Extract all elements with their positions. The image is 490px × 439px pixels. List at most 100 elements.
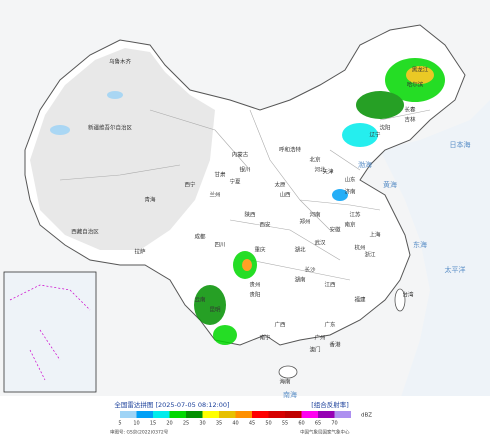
legend-value: 25 <box>183 421 189 427</box>
place-label: 广东 <box>324 321 336 329</box>
place-label: 北京 <box>309 156 321 164</box>
legend-swatch <box>235 411 252 418</box>
legend-value: 30 <box>199 421 205 427</box>
legend-swatch <box>120 411 137 418</box>
echo <box>406 66 434 84</box>
legend-value: 10 <box>133 421 139 427</box>
echo <box>194 285 226 325</box>
place-label: 太平洋 <box>445 265 466 274</box>
terrain-shading <box>30 48 215 250</box>
place-label: 江苏 <box>349 211 361 219</box>
place-label: 吉林 <box>404 116 416 124</box>
place-label: 台湾 <box>402 291 414 299</box>
legend-unit: dBZ <box>361 413 372 419</box>
legend-value: 20 <box>166 421 172 427</box>
legend-swatch <box>285 411 302 418</box>
legend-swatch <box>219 411 236 418</box>
legend-swatch <box>153 411 170 418</box>
place-label: 辽宁 <box>369 131 381 139</box>
legend-swatch <box>268 411 285 418</box>
place-label: 上海 <box>369 231 381 239</box>
legend-value: 60 <box>298 421 304 427</box>
place-label: 贵州 <box>249 281 260 289</box>
place-label: 河南 <box>309 211 321 219</box>
province-borders <box>59 109 431 281</box>
legend-swatch <box>252 411 269 418</box>
place-label: 四川 <box>214 242 225 249</box>
place-label: 南海 <box>283 390 297 399</box>
place-label: 湖北 <box>294 246 306 254</box>
legend-swatch <box>169 411 186 418</box>
source: 中国气象局国家气象中心 <box>300 429 350 436</box>
echo <box>242 259 252 271</box>
place-label: 兰州 <box>209 191 220 199</box>
place-label: 江西 <box>324 282 336 289</box>
place-label: 日本海 <box>450 140 471 149</box>
sea <box>380 100 490 400</box>
legend-value: 35 <box>216 421 222 427</box>
place-label: 海南 <box>279 378 291 386</box>
legend-value: 65 <box>315 421 321 427</box>
place-label: 黑龙江 <box>412 66 429 74</box>
place-label: 西藏自治区 <box>71 228 99 236</box>
place-label: 广州 <box>314 334 325 342</box>
place-label: 东海 <box>413 240 427 249</box>
place-label: 广西 <box>274 321 286 329</box>
echo <box>342 123 378 147</box>
place-label: 渤海 <box>358 160 372 169</box>
title: 全国雷达拼图 [2025-07-05 08:12:00] <box>114 400 229 409</box>
echo <box>50 125 70 135</box>
radar-echoes <box>50 58 445 345</box>
place-label: 天津 <box>322 169 334 176</box>
echo <box>213 325 237 345</box>
place-label: 贵阳 <box>249 291 260 299</box>
place-label: 甘肃 <box>214 171 226 179</box>
echo <box>332 189 348 201</box>
place-label: 南京 <box>344 221 356 229</box>
place-label: 哈尔滨 <box>407 81 424 89</box>
place-label: 安徽 <box>329 226 341 234</box>
echo <box>107 91 123 99</box>
taiwan <box>394 288 406 312</box>
place-label: 云南 <box>194 296 206 304</box>
place-label: 重庆 <box>254 246 266 254</box>
place-label: 太原 <box>274 181 286 189</box>
place-label: 宁夏 <box>229 178 241 186</box>
legend-value: 55 <box>282 421 288 427</box>
hainan <box>278 365 298 379</box>
place-label: 呼和浩特 <box>279 146 302 154</box>
legend-value: 45 <box>249 421 255 427</box>
place-label: 湖南 <box>294 276 306 284</box>
place-label: 杭州 <box>354 244 365 252</box>
legend-swatch <box>202 411 219 418</box>
legend-swatch <box>318 411 335 418</box>
legend-swatch <box>301 411 318 418</box>
place-label: 成都 <box>194 233 206 241</box>
echo <box>356 91 404 119</box>
place-label: 青海 <box>144 196 156 204</box>
legend-swatch <box>334 411 351 418</box>
place-label: 新疆维吾尔自治区 <box>88 124 133 132</box>
place-label: 沈阳 <box>379 124 390 132</box>
legend-value: 50 <box>265 421 271 427</box>
place-label: 乌鲁木齐 <box>109 58 132 66</box>
place-label: 黄海 <box>383 180 397 189</box>
place-label: 长沙 <box>304 266 316 274</box>
legend-swatch <box>136 411 153 418</box>
place-label: 武汉 <box>314 239 326 247</box>
place-label: 南宁 <box>259 334 271 342</box>
legend-value: 5 <box>118 421 121 427</box>
place-label: 昆明 <box>209 307 221 314</box>
legend-swatch <box>186 411 203 418</box>
place-label: 长春 <box>404 106 416 114</box>
south-sea-inset <box>3 271 97 393</box>
legend-value: 70 <box>331 421 337 427</box>
place-label: 浙江 <box>364 251 376 259</box>
place-label: 澳门 <box>309 346 320 354</box>
place-label: 陕西 <box>244 211 256 219</box>
place-label: 西安 <box>259 221 271 229</box>
approval: 审图号: GS京(2022)0372号 <box>110 429 169 436</box>
place-label: 香港 <box>329 341 341 349</box>
product: [组合反射率] <box>311 400 349 409</box>
